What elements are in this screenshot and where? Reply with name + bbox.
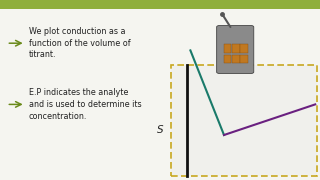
FancyBboxPatch shape — [240, 55, 248, 63]
FancyBboxPatch shape — [240, 44, 248, 53]
FancyBboxPatch shape — [232, 44, 240, 53]
Text: S: S — [157, 125, 163, 134]
FancyBboxPatch shape — [171, 65, 317, 176]
FancyBboxPatch shape — [224, 44, 231, 53]
FancyBboxPatch shape — [217, 26, 254, 73]
FancyBboxPatch shape — [224, 55, 231, 63]
Text: E.P indicates the analyte
and is used to determine its
concentration.: E.P indicates the analyte and is used to… — [29, 88, 141, 121]
Text: We plot conduction as a
function of the volume of
titrant.: We plot conduction as a function of the … — [29, 27, 131, 60]
FancyBboxPatch shape — [232, 55, 240, 63]
FancyBboxPatch shape — [0, 0, 320, 9]
